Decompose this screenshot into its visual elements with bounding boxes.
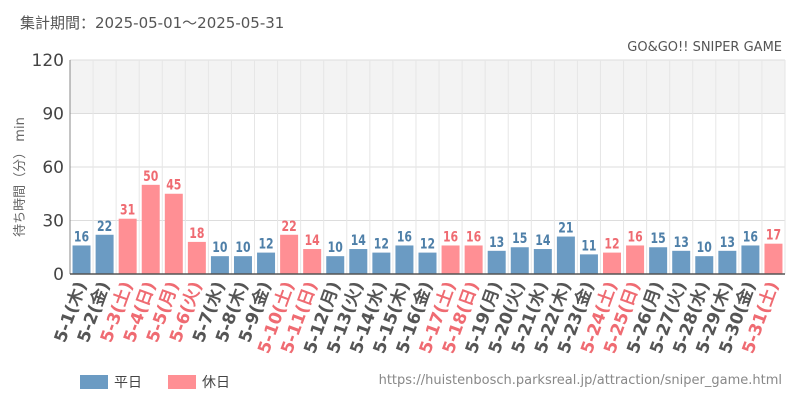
bar — [418, 252, 437, 274]
y-axis-label: 待ち時間（分） min — [13, 117, 28, 237]
grid-lines — [69, 59, 786, 275]
bar — [72, 245, 91, 274]
bar — [395, 245, 414, 274]
period-label: 集計期間：2025-05-01～2025-05-31 — [20, 14, 285, 32]
bar — [464, 245, 483, 274]
bar-value-label: 16 — [627, 228, 642, 245]
bar — [257, 252, 276, 274]
legend: 平日 休日 — [80, 372, 230, 392]
x-axis: 5-1(木)5-2(金)5-3(土)5-4(日)5-5(月)5-6(火)5-7(… — [50, 273, 785, 356]
bar — [487, 250, 506, 274]
bar-value-label: 22 — [282, 217, 297, 234]
bar-value-label: 12 — [258, 235, 273, 252]
legend-swatch-weekday — [80, 375, 108, 389]
y-tick-label: 90 — [42, 105, 64, 125]
bar-value-label: 16 — [397, 228, 412, 245]
bar-value-label: 31 — [120, 201, 135, 218]
bar — [533, 249, 552, 274]
bar — [164, 193, 183, 274]
bar — [118, 218, 137, 274]
bar-value-label: 15 — [512, 230, 527, 247]
bar — [372, 252, 391, 274]
legend-label-holiday: 休日 — [202, 375, 230, 391]
bar — [741, 245, 760, 274]
bar — [672, 250, 691, 274]
bar — [326, 256, 345, 274]
y-tick-label: 60 — [42, 158, 64, 178]
bar — [603, 252, 622, 274]
legend-swatch-holiday — [168, 375, 196, 389]
bar-value-label: 14 — [305, 232, 320, 249]
bar — [556, 236, 575, 274]
bar-value-label: 10 — [328, 239, 343, 256]
legend-label-weekday: 平日 — [114, 375, 142, 391]
bars — [72, 184, 783, 274]
bar — [303, 249, 322, 274]
bar-value-label: 12 — [374, 235, 389, 252]
bar-value-label: 21 — [558, 219, 573, 236]
bar-value-label: 14 — [535, 232, 550, 249]
bar-value-label: 17 — [766, 226, 781, 243]
bar-value-labels: 16 22 31 50 45 18 10 10 12 22 14 10 14 12 16 12 16 16 13 15… — [74, 167, 781, 255]
bar-value-label: 45 — [166, 176, 181, 193]
bar — [441, 245, 460, 274]
y-tick-label: 30 — [42, 212, 64, 232]
chart-title: GO&GO!! SNIPER GAME — [627, 40, 782, 55]
bar — [649, 247, 668, 274]
bar — [233, 256, 252, 274]
legend-item-weekday: 平日 — [80, 372, 142, 392]
bar-value-label: 10 — [235, 239, 250, 256]
bar-value-label: 13 — [489, 233, 504, 250]
bar — [579, 254, 598, 274]
bar-value-label: 12 — [604, 235, 619, 252]
bar — [280, 234, 299, 274]
bar-value-label: 50 — [143, 167, 158, 184]
bar-value-label: 13 — [720, 233, 735, 250]
bar — [510, 247, 529, 274]
bar-value-label: 22 — [97, 217, 112, 234]
bar-value-label: 12 — [420, 235, 435, 252]
bar — [626, 245, 645, 274]
bar-value-label: 15 — [651, 230, 666, 247]
plot-background-band — [70, 60, 785, 114]
bar-value-label: 14 — [351, 232, 366, 249]
y-axis: 0 30 60 90 120 — [32, 51, 71, 285]
legend-item-holiday: 休日 — [168, 372, 230, 392]
y-tick-label: 120 — [32, 51, 64, 71]
bar — [764, 243, 783, 274]
bar-value-label: 16 — [466, 228, 481, 245]
bar — [95, 234, 114, 274]
bar — [349, 249, 368, 274]
bar — [695, 256, 714, 274]
bar-value-label: 10 — [212, 239, 227, 256]
bar-value-label: 10 — [697, 239, 712, 256]
bar-value-label: 16 — [743, 228, 758, 245]
bar-value-label: 13 — [674, 233, 689, 250]
source-url[interactable]: https://huistenbosch.parksreal.jp/attrac… — [378, 373, 782, 388]
bar-value-label: 11 — [581, 237, 596, 254]
bar-value-label: 16 — [443, 228, 458, 245]
y-tick-label: 0 — [53, 265, 64, 285]
bar — [187, 241, 206, 274]
bar — [141, 184, 160, 274]
bar — [718, 250, 737, 274]
bar — [210, 256, 229, 274]
bar-value-label: 18 — [189, 225, 204, 242]
bar-value-label: 16 — [74, 228, 89, 245]
